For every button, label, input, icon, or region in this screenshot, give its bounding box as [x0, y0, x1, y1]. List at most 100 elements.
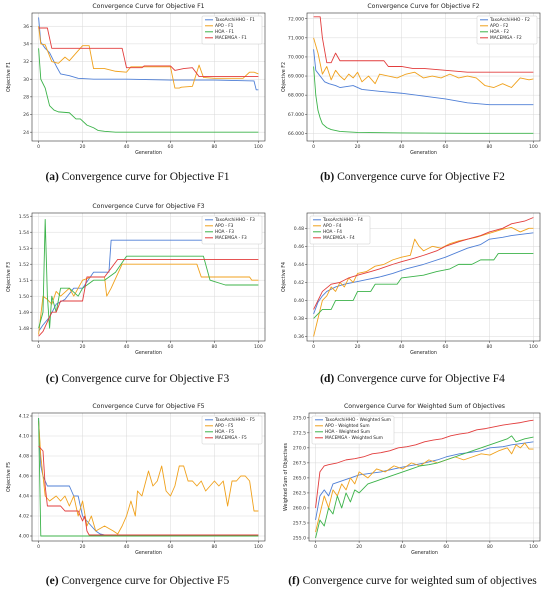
chart-title: Convergence Curve for Objective F5 — [92, 403, 204, 410]
legend-label: TaxoArchiHHO - F5 — [214, 417, 255, 423]
y-tick-label: 260.0 — [293, 506, 306, 512]
x-tick-label: 0 — [37, 344, 40, 350]
x-tick-label: 60 — [168, 144, 174, 150]
y-tick-label: 34 — [23, 41, 29, 47]
legend-label: MACEMGA - F1 — [215, 35, 247, 41]
chart-panel-f2: Convergence Curve for Objective F2 0 20 40 6… — [275, 0, 550, 200]
x-tick-label: 60 — [443, 544, 449, 550]
series-line-apo — [38, 420, 259, 535]
legend-label: MACEMGA - F5 — [215, 435, 247, 441]
y-tick-label: 4.08 — [19, 454, 29, 460]
y-tick-label: 36 — [23, 24, 29, 30]
y-tick-label: 1.50 — [19, 294, 29, 300]
x-tick-label: 60 — [443, 344, 449, 350]
legend-box — [309, 215, 371, 245]
series-line-macemga — [313, 16, 534, 73]
y-tick-label: 0.46 — [294, 244, 304, 250]
legend-label: APO - F4 — [323, 223, 342, 229]
x-tick-label: 0 — [314, 544, 317, 550]
y-tick-label: 0.36 — [294, 334, 304, 340]
series-line-taxoarchihho — [315, 441, 534, 521]
y-tick-label: 1.55 — [19, 214, 29, 220]
chart-title: Convergence Curve for Objective F3 — [92, 203, 204, 210]
caption-f2: (b) Convergence curve for Objective F2 — [320, 171, 505, 183]
legend-label: HOA - Weighted Sum — [325, 429, 370, 435]
y-tick-label: 267.5 — [293, 460, 306, 466]
caption-f1: (a) Convergence curve for Objective F1 — [45, 171, 230, 183]
x-tick-label: 20 — [355, 144, 361, 150]
legend-label: TaxoArchiHHO - Weighted Sum — [324, 417, 391, 423]
legend-label: HOA - F5 — [215, 429, 234, 435]
y-tick-label: 32 — [23, 59, 29, 65]
y-axis-label: Objective F5 — [6, 462, 12, 492]
y-tick-label: 275.0 — [293, 415, 306, 421]
plot-frame — [306, 12, 541, 142]
y-tick-label: 257.5 — [293, 521, 306, 527]
series-line-macemga — [38, 445, 259, 536]
y-tick-label: 4.04 — [19, 494, 29, 500]
plot-frame — [306, 212, 541, 342]
y-tick-label: 1.48 — [19, 326, 29, 332]
y-axis-label: Objective F4 — [281, 262, 287, 292]
y-tick-label: 1.51 — [19, 278, 29, 284]
series-line-macemga — [38, 258, 259, 337]
y-tick-label: 1.53 — [19, 246, 29, 252]
series-line-apo — [313, 37, 534, 88]
series-line-macemga — [38, 27, 259, 78]
caption-f3: (c) Convergence curve for Objective F3 — [45, 373, 230, 385]
x-tick-label: 40 — [124, 144, 130, 150]
chart-f5: Convergence Curve for Objective F5 0 20 40 6… — [6, 403, 266, 556]
series-line-hoa — [313, 253, 534, 319]
y-tick-label: 4.00 — [19, 534, 29, 540]
y-tick-label: 30 — [23, 77, 29, 83]
series-line-apo — [313, 226, 534, 337]
x-axis-label: Generation — [411, 550, 438, 556]
series-line-taxoarchihho — [38, 17, 259, 91]
series-line-hoa — [313, 66, 534, 134]
x-tick-label: 80 — [212, 344, 218, 350]
y-tick-label: 71.000 — [288, 35, 304, 41]
chart-title: Convergence Curve for Objective F2 — [367, 3, 479, 10]
x-tick-label: 20 — [80, 344, 86, 350]
legend-label: TaxoArchiHHO - F1 — [214, 17, 255, 23]
plot-frame — [31, 212, 266, 342]
chart-weighted-sum: Convergence Curve for Weighted Sum of Ob… — [283, 403, 541, 556]
y-tick-label: 4.10 — [19, 434, 29, 440]
x-tick-label: 40 — [399, 144, 405, 150]
x-axis-label: Generation — [135, 350, 162, 356]
legend-box — [311, 415, 395, 445]
chart-f2: Convergence Curve for Objective F2 0 20 40 6… — [281, 3, 541, 156]
y-axis-label: Weighted Sum of Objectives — [283, 443, 289, 511]
y-tick-label: 68.000 — [288, 93, 304, 99]
x-tick-label: 40 — [400, 544, 406, 550]
caption-f5: (e) Convergence curve for Objective F5 — [45, 575, 230, 587]
x-axis-label: Generation — [135, 150, 162, 156]
chart-panel-f4: 0 20 40 60 80 100 0.36 0.38 0.40 0.42 0.44 0.46 0.48… — [275, 200, 550, 400]
x-axis-label: Generation — [135, 550, 162, 556]
legend-box — [201, 15, 263, 45]
y-tick-label: 4.02 — [19, 514, 29, 520]
x-tick-label: 20 — [80, 144, 86, 150]
y-tick-label: 24 — [23, 130, 29, 136]
y-tick-label: 70.000 — [288, 55, 304, 61]
y-tick-label: 262.5 — [293, 491, 306, 497]
series-line-apo — [38, 263, 259, 335]
y-tick-label: 66.000 — [288, 131, 304, 137]
series-line-hoa — [38, 48, 259, 133]
legend-label: TaxoArchiHHO - F3 — [214, 217, 255, 223]
legend-box — [201, 215, 263, 245]
series-line-taxoarchihho — [313, 232, 534, 315]
y-tick-label: 67.000 — [288, 112, 304, 118]
x-tick-label: 40 — [399, 344, 405, 350]
y-tick-label: 69.000 — [288, 74, 304, 80]
series-line-taxoarchihho — [313, 49, 534, 106]
x-tick-label: 100 — [529, 544, 538, 550]
y-tick-label: 28 — [23, 94, 29, 100]
x-tick-label: 100 — [529, 344, 538, 350]
x-tick-label: 20 — [80, 544, 86, 550]
y-tick-label: 0.40 — [294, 298, 304, 304]
x-tick-label: 100 — [529, 144, 538, 150]
x-axis-label: Generation — [410, 150, 437, 156]
y-axis-label: Objective F1 — [6, 62, 12, 92]
chart-panel-weighted-sum: Convergence Curve for Weighted Sum of Ob… — [275, 400, 550, 599]
